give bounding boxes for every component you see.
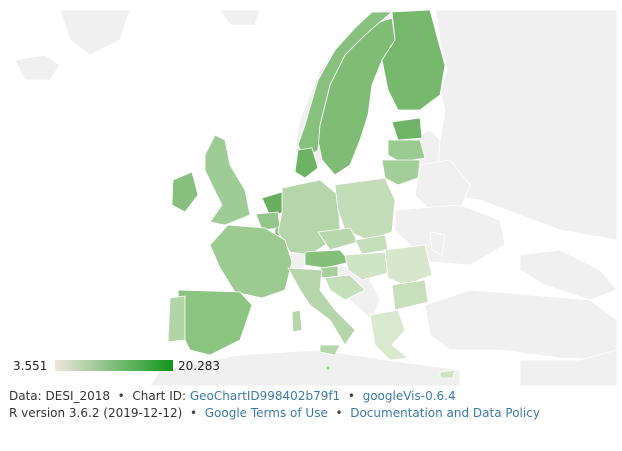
svalbard	[219, 9, 261, 26]
europe-map[interactable]	[8, 8, 617, 386]
country-denmark	[294, 147, 319, 179]
country-ireland	[171, 171, 199, 213]
country-hungary	[344, 251, 393, 281]
geo-chart[interactable]	[8, 8, 617, 386]
country-croatia	[324, 274, 366, 301]
country-finland	[381, 9, 446, 111]
country-greece	[369, 309, 409, 361]
country-czechia	[317, 227, 359, 251]
country-romania	[384, 244, 433, 286]
iceland	[14, 54, 61, 81]
separator: •	[186, 406, 201, 420]
country-lithuania	[381, 159, 421, 186]
country-italy	[287, 267, 356, 346]
country-malta	[325, 365, 331, 371]
country-slovakia	[354, 234, 389, 255]
footer-line-2: R version 3.6.2 (2019-12-12) • Google Te…	[9, 405, 540, 422]
country-bulgaria	[391, 279, 429, 311]
country-cyprus	[439, 369, 456, 379]
separator: •	[113, 389, 129, 403]
country-estonia	[391, 117, 423, 141]
separator: •	[344, 389, 359, 403]
moldova	[429, 231, 446, 256]
chart-id-label: Chart ID:	[132, 389, 187, 403]
country-uk	[204, 134, 251, 226]
country-france	[209, 224, 293, 299]
country-portugal	[167, 295, 186, 343]
country-latvia	[387, 139, 426, 163]
data-policy-link[interactable]: Documentation and Data Policy	[350, 406, 540, 420]
footer-line-1: Data: DESI_2018 • Chart ID: GeoChartID99…	[9, 388, 540, 405]
legend-max-value: 20.283	[178, 359, 220, 373]
legend-min-value: 3.551	[13, 359, 48, 373]
r-version-text: R version 3.6.2 (2019-12-12)	[9, 406, 183, 420]
chart-id-link[interactable]: GeoChartID998402b79f1	[189, 389, 341, 403]
country-austria	[304, 249, 351, 269]
country-spain	[177, 289, 253, 356]
country-sardinia	[291, 309, 303, 333]
legend-gradient-bar	[55, 360, 173, 371]
no-data-land	[14, 9, 617, 386]
data-countries[interactable]	[167, 9, 456, 379]
terms-of-use-link[interactable]: Google Terms of Use	[204, 406, 328, 420]
north-africa	[149, 349, 461, 386]
turkey	[424, 289, 617, 361]
middle-east	[519, 349, 617, 386]
country-slovenia	[319, 265, 339, 279]
separator: •	[331, 406, 347, 420]
footer: Data: DESI_2018 • Chart ID: GeoChartID99…	[9, 388, 540, 422]
googlevis-link[interactable]: googleVis-0.6.4	[362, 389, 456, 403]
greenland-tip	[59, 9, 131, 56]
country-sicily	[319, 344, 341, 356]
data-source-text: Data: DESI_2018	[9, 389, 111, 403]
caucasus	[519, 249, 617, 301]
